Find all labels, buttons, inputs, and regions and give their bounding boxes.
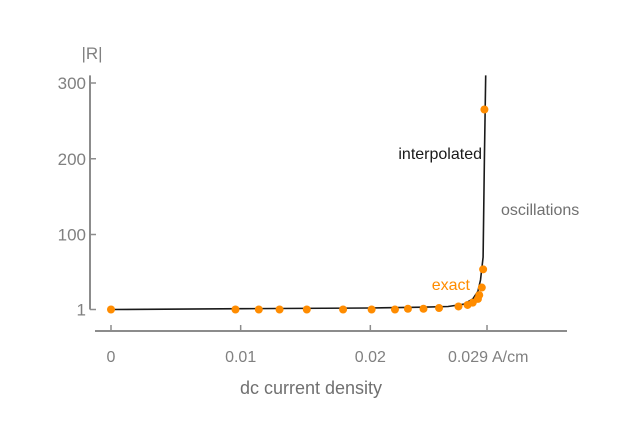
x-axis-label: dc current density [240, 378, 382, 398]
annotation-oscillations: oscillations [501, 202, 579, 219]
x-tick-label: 0 [107, 349, 116, 366]
exact-point [419, 304, 428, 313]
x-tick-label: 0.02 [355, 349, 386, 366]
annotation-exact: exact [432, 277, 471, 294]
interpolated-curve [110, 75, 487, 311]
exact-point [480, 105, 489, 114]
y-tick-label: 1 [77, 301, 86, 320]
annotation-interpolated: interpolated [398, 146, 482, 163]
x-tick-label: 0.01 [225, 349, 256, 366]
series-layer [107, 75, 489, 314]
y-axis-label: |R| [81, 44, 102, 63]
y-tick-label: 100 [58, 226, 86, 245]
exact-point [435, 303, 444, 312]
exact-point [477, 283, 486, 292]
exact-point [475, 291, 484, 300]
exact-point [107, 305, 115, 314]
y-tick-label: 300 [58, 74, 86, 93]
exact-point [254, 305, 263, 314]
exact-point [231, 305, 240, 314]
exact-point [454, 302, 463, 311]
exact-point [479, 265, 488, 274]
exact-point [339, 305, 348, 314]
exact-point [390, 305, 399, 314]
y-tick-label: 200 [58, 150, 86, 169]
exact-point [367, 305, 376, 314]
x-tick-label: 0.029 [448, 349, 488, 366]
axes: 1 100 200 300 0 0.01 0.02 0.029 [58, 74, 567, 366]
exact-point [275, 305, 284, 314]
exact-point [403, 304, 412, 313]
x-unit-label: A/cm [492, 349, 528, 366]
exact-point [302, 305, 311, 314]
